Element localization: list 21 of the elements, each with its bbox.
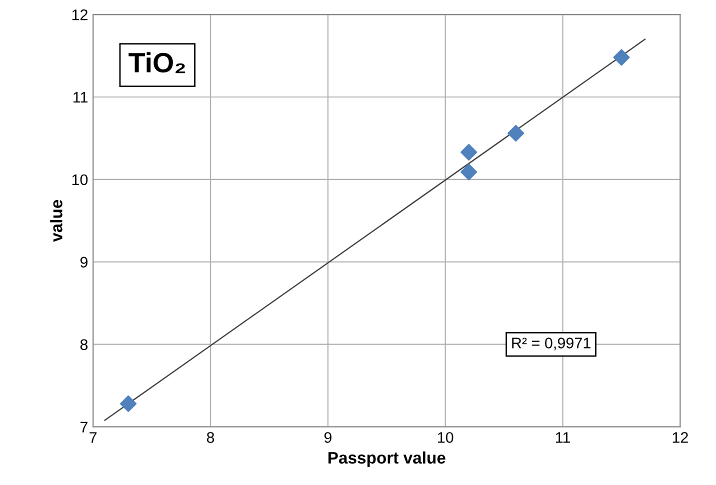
point (508, 124, 524, 142)
y-tick-label: 9 (80, 256, 88, 268)
x-tick-label: 10 (438, 432, 454, 443)
point (120, 395, 137, 412)
x-tick-label: 8 (206, 432, 214, 443)
y-tick-label: 10 (72, 174, 88, 186)
y-tick-label: 11 (74, 92, 88, 103)
y-tick-label: 8 (80, 339, 88, 350)
y-axis-title: value (50, 200, 62, 242)
point (613, 49, 630, 66)
x-axis-title: Passport value (328, 451, 446, 467)
x-tick-label: 7 (90, 432, 97, 443)
x-tick-label: 11 (556, 432, 570, 443)
annotation: R² = 0,9971 (512, 338, 590, 350)
x-tick-label: 12 (672, 432, 688, 443)
x-tick-label: 9 (324, 432, 332, 443)
y-tick-label: 7 (80, 422, 88, 432)
text: TiO₂ (128, 52, 186, 74)
y-tick-label: 12 (72, 9, 88, 20)
point (460, 144, 478, 161)
point (460, 164, 478, 180)
